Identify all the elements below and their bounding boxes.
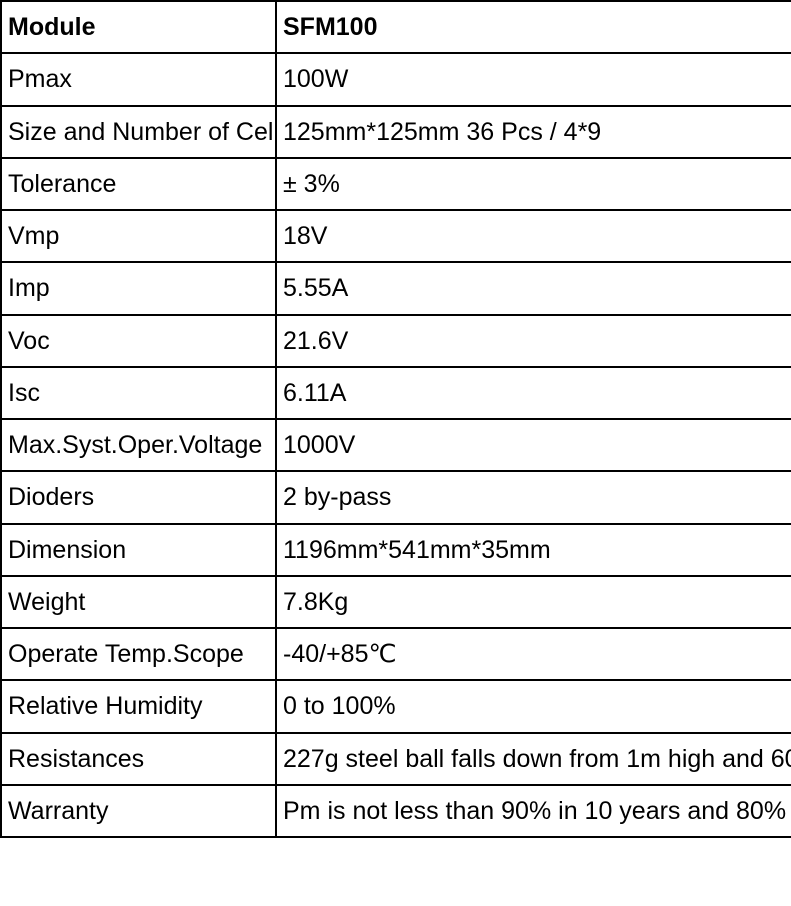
table-row: Imp 5.55A xyxy=(1,262,791,314)
table-row: Vmp 18V xyxy=(1,210,791,262)
row-value: 7.8Kg xyxy=(276,576,791,628)
table-row: Resistances 227g steel ball falls down f… xyxy=(1,733,791,785)
row-value: 21.6V xyxy=(276,315,791,367)
spec-table: Module SFM100 Pmax 100W Size and Number … xyxy=(0,0,791,838)
row-value: -40/+85℃ xyxy=(276,628,791,680)
row-value: 6.11A xyxy=(276,367,791,419)
row-label: Imp xyxy=(1,262,276,314)
row-value: 125mm*125mm 36 Pcs / 4*9 xyxy=(276,106,791,158)
row-label: Dimension xyxy=(1,524,276,576)
table-row: Voc 21.6V xyxy=(1,315,791,367)
table-row: Operate Temp.Scope -40/+85℃ xyxy=(1,628,791,680)
row-value: 2 by-pass xyxy=(276,471,791,523)
table-header-row: Module SFM100 xyxy=(1,1,791,53)
row-label: Vmp xyxy=(1,210,276,262)
row-label: Warranty xyxy=(1,785,276,837)
row-value: 1196mm*541mm*35mm xyxy=(276,524,791,576)
row-label: Pmax xyxy=(1,53,276,105)
row-value: 5.55A xyxy=(276,262,791,314)
row-label: Dioders xyxy=(1,471,276,523)
row-label: Tolerance xyxy=(1,158,276,210)
row-label: Operate Temp.Scope xyxy=(1,628,276,680)
row-label: Resistances xyxy=(1,733,276,785)
row-value: 18V xyxy=(276,210,791,262)
row-label: Isc xyxy=(1,367,276,419)
table-row: Dioders 2 by-pass xyxy=(1,471,791,523)
row-value: Pm is not less than 90% in 10 years and … xyxy=(276,785,791,837)
row-label: Max.Syst.Oper.Voltage xyxy=(1,419,276,471)
table-row: Weight 7.8Kg xyxy=(1,576,791,628)
table-row: Dimension 1196mm*541mm*35mm xyxy=(1,524,791,576)
header-label: Module xyxy=(1,1,276,53)
table-row: Size and Number of Cells 125mm*125mm 36 … xyxy=(1,106,791,158)
row-value: 227g steel ball falls down from 1m high … xyxy=(276,733,791,785)
row-value: 100W xyxy=(276,53,791,105)
row-value: 1000V xyxy=(276,419,791,471)
table-row: Max.Syst.Oper.Voltage 1000V xyxy=(1,419,791,471)
row-label: Relative Humidity xyxy=(1,680,276,732)
row-value: 0 to 100% xyxy=(276,680,791,732)
header-value: SFM100 xyxy=(276,1,791,53)
table-row: Tolerance ± 3% xyxy=(1,158,791,210)
row-label: Voc xyxy=(1,315,276,367)
table-row: Relative Humidity 0 to 100% xyxy=(1,680,791,732)
row-label: Size and Number of Cells xyxy=(1,106,276,158)
table-row: Pmax 100W xyxy=(1,53,791,105)
row-value: ± 3% xyxy=(276,158,791,210)
row-label: Weight xyxy=(1,576,276,628)
table-row: Isc 6.11A xyxy=(1,367,791,419)
table-row: Warranty Pm is not less than 90% in 10 y… xyxy=(1,785,791,837)
spec-table-body: Module SFM100 Pmax 100W Size and Number … xyxy=(1,1,791,837)
